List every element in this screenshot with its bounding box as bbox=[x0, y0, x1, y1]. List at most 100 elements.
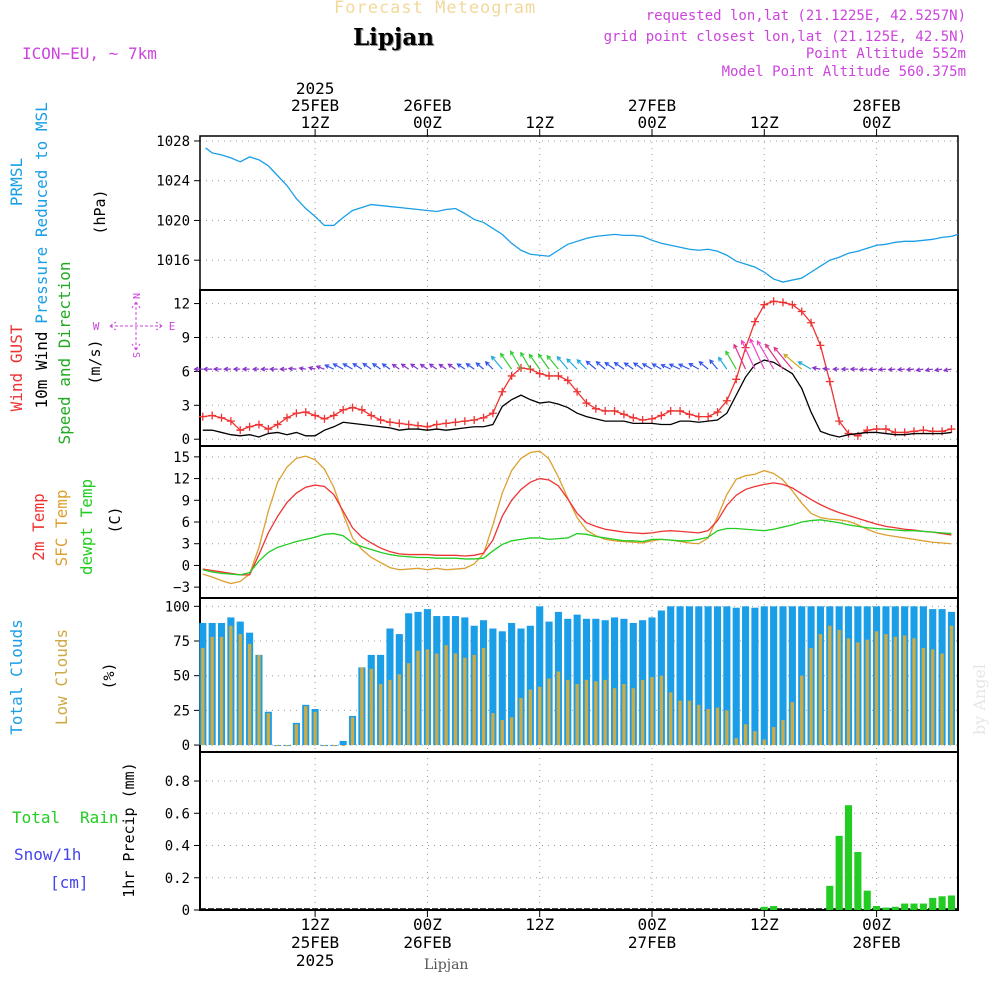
gust-point bbox=[563, 376, 572, 385]
y-tick-label: 1020 bbox=[156, 213, 190, 229]
gust-point bbox=[797, 307, 806, 316]
rain-bar bbox=[891, 906, 899, 910]
requested-coords: requested lon,lat (21.1225E, 42.5257N) bbox=[645, 8, 966, 24]
low-cloud-bar bbox=[566, 679, 570, 746]
total-cloud-bar bbox=[629, 622, 637, 746]
point-altitude: Point Altitude 552m bbox=[805, 46, 966, 62]
total-clouds-label: Total Clouds bbox=[7, 619, 26, 735]
pressure-label-desc: Pressure Reduced to MSL bbox=[32, 102, 51, 324]
y-tick-label: 9 bbox=[182, 493, 190, 509]
total-cloud-bar bbox=[742, 606, 750, 746]
bottom-time-label: 00Z bbox=[638, 915, 667, 934]
gust-point bbox=[647, 414, 656, 423]
low-cloud-bar bbox=[294, 724, 299, 746]
sfc-temp-line bbox=[202, 450, 952, 585]
gust-point bbox=[732, 375, 741, 384]
wind-speed-line bbox=[202, 359, 952, 438]
low-cloud-bar bbox=[622, 684, 626, 746]
low-cloud-bar bbox=[229, 625, 233, 746]
wind-arrow bbox=[409, 363, 419, 370]
total-cloud-bar bbox=[573, 614, 581, 746]
gust-point bbox=[676, 406, 685, 415]
panel-frame-precip bbox=[199, 751, 959, 911]
low-cloud-bar bbox=[865, 639, 869, 746]
total-cloud-bar bbox=[713, 606, 722, 746]
wind-arrow bbox=[251, 366, 259, 372]
top-time-label: 2025 bbox=[296, 79, 335, 98]
bottom-time-label: 26FEB bbox=[403, 933, 451, 952]
model-label: ICON−EU, ~ 7km bbox=[22, 44, 157, 63]
low-cloud-bar bbox=[275, 745, 280, 747]
wind-arrow bbox=[832, 366, 840, 372]
gust-point bbox=[835, 417, 844, 426]
gust-point bbox=[423, 422, 432, 431]
wind-arrow bbox=[717, 356, 728, 370]
gust-point bbox=[208, 411, 217, 420]
gust-point bbox=[292, 409, 301, 418]
low-cloud-bar bbox=[266, 713, 270, 746]
wind-arrow bbox=[566, 358, 578, 370]
low-cloud-bar bbox=[304, 706, 308, 746]
wind-unit: (m/s) bbox=[86, 339, 104, 384]
top-time-label: 12Z bbox=[750, 113, 779, 132]
low-cloud-bar bbox=[725, 710, 729, 746]
wind-arrow bbox=[269, 366, 278, 372]
top-time-label: 00Z bbox=[413, 113, 442, 132]
low-cloud-bar bbox=[341, 745, 345, 747]
compass-west: W bbox=[93, 320, 100, 333]
low-cloud-bar bbox=[519, 697, 523, 746]
low-cloud-bar bbox=[238, 634, 242, 746]
bottom-time-label: 12Z bbox=[301, 915, 330, 934]
low-cloud-bar bbox=[837, 629, 841, 746]
grid-point-coords: grid point closest lon,lat (21.125E, 42.… bbox=[603, 29, 966, 45]
gust-point bbox=[460, 417, 469, 426]
low-cloud-bar bbox=[575, 684, 579, 746]
bottom-time-label: 00Z bbox=[862, 915, 891, 934]
wind-arrow bbox=[475, 362, 484, 370]
total-cloud-bar bbox=[339, 740, 347, 746]
wind-arrow bbox=[709, 359, 718, 370]
wind-arrow bbox=[202, 366, 213, 372]
gust-point bbox=[872, 425, 881, 434]
low-cloud-bar bbox=[659, 675, 664, 746]
y-tick-label: 0.4 bbox=[165, 839, 190, 855]
compass-north: N bbox=[130, 293, 141, 299]
gust-point bbox=[451, 418, 460, 427]
low-cloud-bar bbox=[406, 663, 411, 746]
gust-point bbox=[320, 414, 329, 423]
total-cloud-bar bbox=[508, 622, 516, 746]
y-tick-label: 3 bbox=[182, 537, 190, 553]
total-cloud-bar bbox=[704, 606, 712, 746]
gust-point bbox=[488, 409, 497, 418]
gust-point bbox=[788, 300, 797, 309]
rain-bar bbox=[844, 805, 853, 910]
top-time-label: 00Z bbox=[862, 113, 891, 132]
precip-legend-rain: Rain bbox=[80, 808, 119, 827]
wind-arrow bbox=[438, 363, 447, 370]
low-cloud-bar bbox=[650, 677, 654, 746]
wind-arrow bbox=[867, 367, 877, 372]
gust-point bbox=[582, 399, 591, 408]
wind-arrow bbox=[241, 366, 250, 372]
y-tick-label: 0 bbox=[182, 738, 190, 754]
low-cloud-bar bbox=[818, 634, 823, 746]
wind-arrow bbox=[651, 363, 662, 370]
total-cloud-bar bbox=[732, 607, 740, 746]
precip-legend-unit: [cm] bbox=[50, 873, 89, 892]
temp-unit: (C) bbox=[106, 506, 124, 533]
gust-point bbox=[273, 420, 282, 429]
y-tick-label: 0 bbox=[182, 903, 190, 919]
low-cloud-bar bbox=[949, 625, 954, 746]
y-tick-label: 6 bbox=[182, 515, 190, 531]
forecast-title: Forecast Meteogram bbox=[334, 0, 537, 18]
low-cloud-bar bbox=[332, 745, 336, 747]
rain-bar bbox=[938, 896, 946, 910]
wind-arrow bbox=[623, 362, 634, 370]
low-cloud-bar bbox=[556, 671, 561, 746]
y-tick-label: 0.6 bbox=[165, 806, 190, 822]
low-cloud-bar bbox=[285, 745, 289, 747]
precip-legend-snow: Snow/1h bbox=[14, 845, 81, 864]
low-cloud-bar bbox=[697, 704, 701, 746]
